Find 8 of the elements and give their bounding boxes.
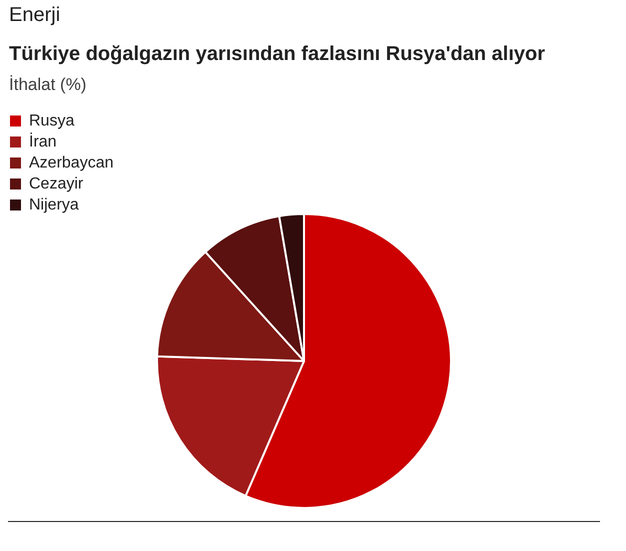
legend-label: Rusya bbox=[29, 112, 74, 130]
chart-title: Türkiye doğalgazın yarısından fazlasını Rusya'dan alıyor bbox=[9, 43, 546, 65]
legend-label: Cezayir bbox=[29, 176, 84, 192]
legend-label: Azerbaycan bbox=[29, 154, 114, 172]
chart-subtitle: İthalat (%) bbox=[9, 75, 86, 94]
legend-label: Nijerya bbox=[29, 196, 79, 214]
legend-label: İran bbox=[29, 132, 57, 150]
text: Enerji bbox=[9, 4, 60, 26]
